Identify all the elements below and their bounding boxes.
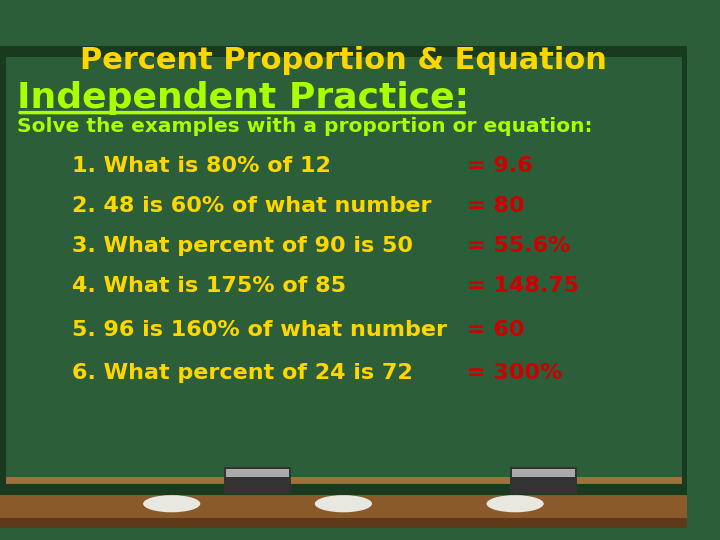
Text: 5. 96 is 160% of what number: 5. 96 is 160% of what number: [71, 320, 446, 340]
Text: 4. What is 175% of 85: 4. What is 175% of 85: [71, 276, 346, 296]
Text: = 80: = 80: [467, 195, 525, 215]
Bar: [512, 469, 575, 477]
Text: Percent Proportion & Equation: Percent Proportion & Equation: [80, 46, 607, 75]
Bar: [0, 477, 687, 484]
Text: = 148.75: = 148.75: [467, 276, 580, 296]
Text: 2. 48 is 60% of what number: 2. 48 is 60% of what number: [71, 195, 431, 215]
Text: Independent Practice:: Independent Practice:: [17, 81, 469, 115]
Text: = 60: = 60: [467, 320, 525, 340]
Text: Solve the examples with a proportion or equation:: Solve the examples with a proportion or …: [17, 117, 593, 137]
Bar: [510, 468, 577, 494]
Text: 1. What is 80% of 12: 1. What is 80% of 12: [71, 156, 330, 176]
Text: = 55.6%: = 55.6%: [467, 235, 571, 255]
Bar: [0, 480, 687, 528]
Text: = 9.6: = 9.6: [467, 156, 533, 176]
Text: = 300%: = 300%: [467, 362, 563, 382]
Text: 6. What percent of 24 is 72: 6. What percent of 24 is 72: [71, 362, 413, 382]
Bar: [0, 51, 687, 489]
Bar: [224, 468, 291, 494]
Bar: [0, 51, 687, 489]
Ellipse shape: [143, 495, 200, 512]
Text: 3. What percent of 90 is 50: 3. What percent of 90 is 50: [71, 235, 413, 255]
Ellipse shape: [315, 495, 372, 512]
Ellipse shape: [487, 495, 544, 512]
Bar: [226, 469, 289, 477]
Bar: [0, 518, 687, 528]
